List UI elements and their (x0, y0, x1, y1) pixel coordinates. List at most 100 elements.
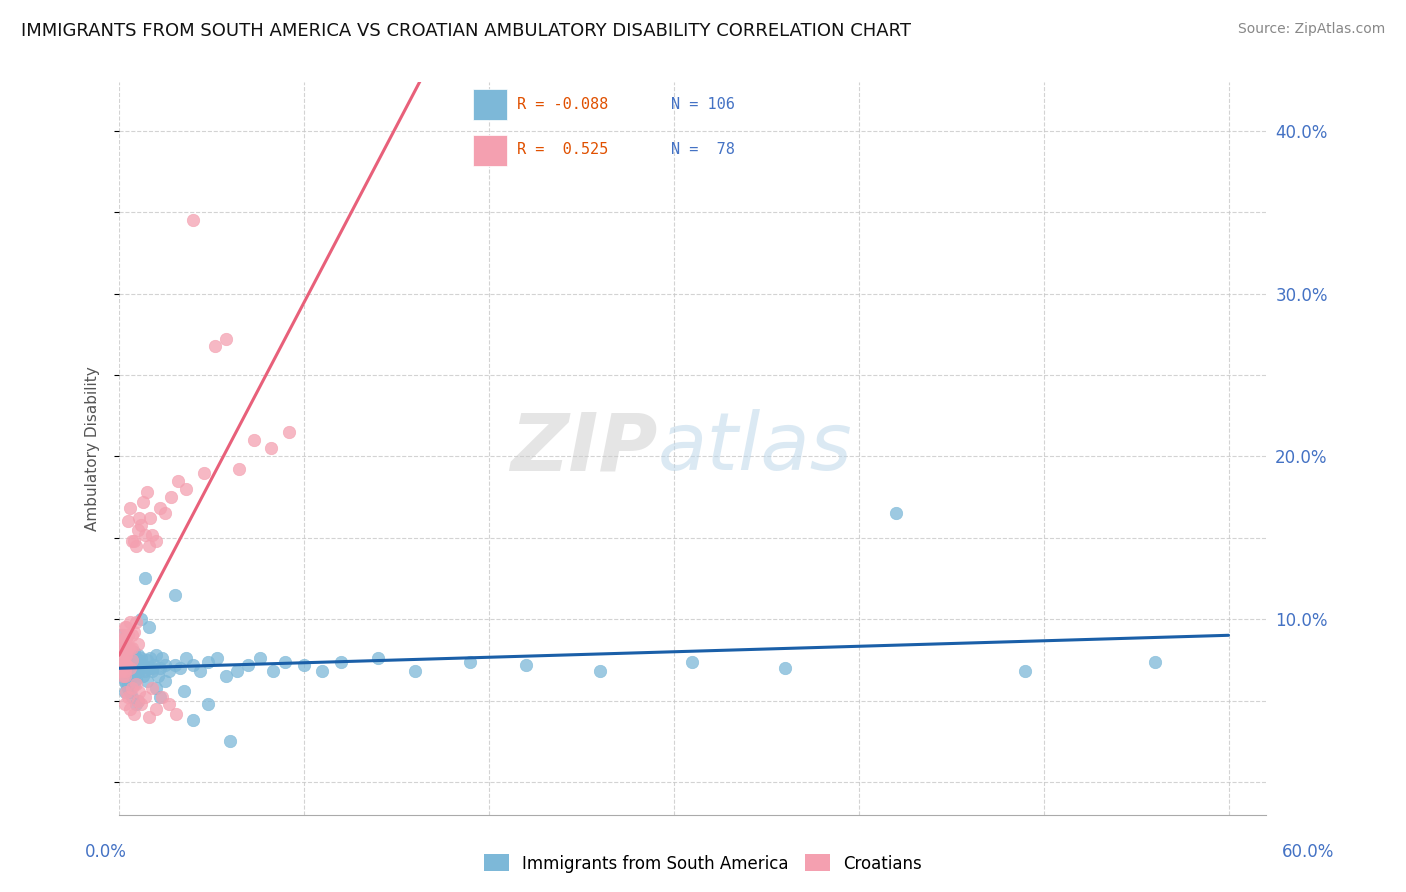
Point (226, 665, 249, 679)
Point (114, 657, 136, 672)
Point (139, 651, 162, 665)
Point (292, 657, 315, 672)
Point (111, 641, 134, 656)
Point (138, 620, 160, 634)
Point (117, 681, 139, 695)
Text: atlas: atlas (658, 409, 852, 487)
Point (114, 697, 136, 711)
Text: ZIP: ZIP (510, 409, 658, 487)
Point (117, 628, 139, 642)
Point (110, 641, 132, 656)
Point (138, 661, 160, 675)
Point (122, 677, 145, 691)
Point (121, 657, 143, 672)
Point (150, 690, 173, 705)
Point (145, 648, 167, 662)
Point (193, 466, 215, 480)
Point (173, 683, 195, 698)
Point (134, 690, 156, 705)
Point (773, 661, 796, 675)
Point (111, 628, 134, 642)
Point (174, 482, 197, 496)
Text: Source: ZipAtlas.com: Source: ZipAtlas.com (1237, 22, 1385, 37)
Point (197, 655, 219, 669)
Point (122, 706, 145, 721)
Text: 0.0%: 0.0% (84, 843, 127, 861)
Point (127, 523, 149, 537)
Point (135, 653, 157, 667)
Point (127, 693, 149, 707)
Point (132, 495, 155, 509)
Point (329, 655, 352, 669)
Point (141, 661, 163, 675)
Point (129, 612, 152, 626)
Point (139, 511, 162, 525)
Point (159, 490, 181, 504)
Point (134, 527, 156, 541)
Point (110, 632, 132, 646)
Point (146, 669, 169, 683)
Point (174, 651, 197, 665)
Point (238, 657, 260, 672)
Point (115, 657, 138, 672)
Point (111, 648, 134, 662)
Point (122, 625, 145, 640)
Text: N = 106: N = 106 (671, 97, 735, 112)
Point (115, 648, 138, 662)
Point (129, 517, 152, 532)
Point (128, 685, 150, 699)
Point (149, 501, 172, 516)
Point (111, 637, 134, 651)
Point (134, 572, 156, 586)
Point (114, 655, 136, 669)
Point (129, 661, 152, 675)
Point (155, 507, 177, 521)
Point (260, 441, 283, 455)
Point (121, 534, 143, 549)
Y-axis label: Ambulatory Disability: Ambulatory Disability (86, 366, 100, 531)
Point (141, 681, 163, 695)
Point (157, 665, 180, 679)
Point (145, 534, 167, 549)
FancyBboxPatch shape (474, 89, 508, 120)
Text: N =  78: N = 78 (671, 142, 735, 157)
Point (134, 665, 156, 679)
Point (110, 653, 132, 667)
Point (1143, 655, 1166, 669)
Text: R =  0.525: R = 0.525 (516, 142, 607, 157)
Point (163, 657, 186, 672)
Point (114, 620, 136, 634)
Point (120, 661, 142, 675)
Point (111, 637, 134, 651)
Point (228, 462, 250, 476)
Point (121, 641, 143, 656)
Point (204, 339, 226, 353)
Text: R = -0.088: R = -0.088 (516, 97, 607, 112)
FancyBboxPatch shape (474, 136, 508, 166)
Point (141, 527, 163, 541)
Point (114, 669, 136, 683)
Point (120, 673, 142, 687)
Point (122, 645, 145, 659)
Point (120, 651, 142, 665)
Point (215, 669, 238, 683)
Point (135, 485, 157, 500)
Point (114, 674, 136, 689)
Point (127, 637, 149, 651)
Point (115, 685, 138, 699)
Point (115, 657, 138, 672)
Point (117, 515, 139, 529)
Point (127, 648, 149, 662)
Point (117, 641, 139, 656)
Point (111, 645, 134, 659)
Point (127, 657, 149, 672)
Point (117, 641, 139, 656)
Point (114, 665, 136, 679)
Point (120, 661, 142, 675)
Point (122, 669, 145, 683)
Point (114, 632, 136, 646)
Point (125, 661, 148, 675)
Point (262, 665, 284, 679)
Point (120, 645, 142, 659)
Point (165, 706, 187, 721)
